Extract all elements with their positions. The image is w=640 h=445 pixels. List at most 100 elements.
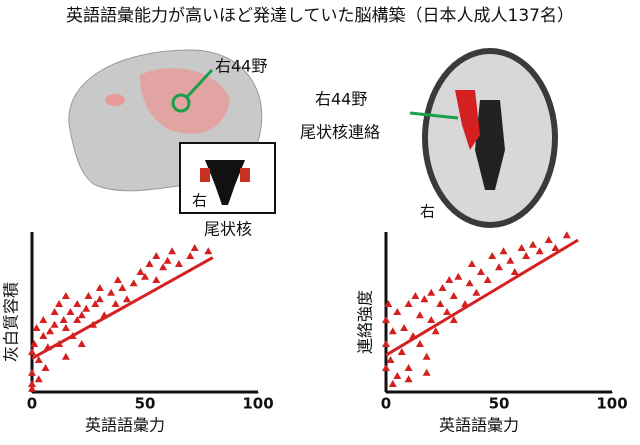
point <box>39 316 48 323</box>
point <box>204 247 213 255</box>
label: 尾状核 <box>204 220 252 239</box>
point <box>506 256 515 264</box>
x-axis-label: 英語語彙力 <box>439 416 519 435</box>
point <box>465 279 474 287</box>
point <box>420 295 429 303</box>
point <box>28 368 36 376</box>
point <box>476 268 485 275</box>
point <box>393 372 402 379</box>
point <box>510 268 519 275</box>
label: 尾状核連絡 <box>300 123 380 142</box>
point <box>382 340 390 347</box>
point <box>84 292 93 299</box>
point <box>397 348 406 355</box>
point <box>495 263 503 271</box>
x-tick-label: 50 <box>135 395 156 413</box>
point <box>382 316 390 323</box>
point <box>95 284 104 291</box>
y-axis-label: 連絡強度 <box>356 290 375 354</box>
point <box>118 284 127 291</box>
point <box>384 300 393 307</box>
point <box>122 295 131 303</box>
point <box>386 356 395 363</box>
point <box>39 332 48 339</box>
point <box>562 231 571 239</box>
point <box>404 375 413 383</box>
point <box>488 252 497 259</box>
point <box>438 284 447 291</box>
label: 右 <box>192 192 207 210</box>
point <box>411 292 420 299</box>
point <box>388 380 397 387</box>
title: 英語語彙能力が高いほど発達していた脳構築（日本人成人137名） <box>66 6 574 26</box>
point <box>82 304 91 312</box>
point <box>152 252 161 259</box>
point <box>107 288 116 296</box>
y-axis-label: 灰白質容積 <box>2 282 21 362</box>
point <box>382 364 390 371</box>
point <box>472 288 481 296</box>
point <box>34 356 43 363</box>
point <box>422 352 431 360</box>
point <box>544 236 553 243</box>
point <box>95 295 104 303</box>
point <box>168 247 177 255</box>
point <box>454 272 463 280</box>
point <box>404 364 413 371</box>
point <box>46 327 55 335</box>
point <box>388 327 397 335</box>
point <box>400 324 409 331</box>
label: 右44野 <box>215 57 267 76</box>
point <box>467 260 476 267</box>
point <box>152 276 161 283</box>
label: 右44野 <box>315 90 367 109</box>
point <box>445 276 454 283</box>
point <box>190 244 199 251</box>
point <box>422 368 431 376</box>
label: 右 <box>420 203 435 221</box>
point <box>129 279 138 287</box>
point <box>427 288 436 296</box>
point <box>436 300 445 307</box>
point <box>32 324 41 331</box>
point <box>66 308 75 315</box>
point <box>77 311 86 319</box>
point <box>517 244 526 251</box>
point <box>431 327 440 335</box>
brain-axial <box>422 48 558 228</box>
point <box>174 260 183 267</box>
point <box>163 256 172 264</box>
point <box>393 308 402 315</box>
point <box>528 240 537 248</box>
point <box>499 247 508 255</box>
brain-lateral <box>68 49 276 214</box>
point <box>61 292 70 299</box>
point <box>404 300 413 307</box>
point <box>415 340 424 347</box>
point <box>535 247 544 255</box>
point <box>30 340 39 347</box>
point <box>145 260 154 267</box>
point <box>28 384 36 392</box>
point <box>77 340 86 347</box>
point <box>113 276 122 283</box>
point <box>186 252 195 259</box>
point <box>73 300 82 307</box>
point <box>551 244 560 251</box>
point <box>141 272 149 280</box>
point <box>59 316 68 323</box>
point <box>91 300 100 307</box>
point <box>55 300 64 307</box>
point <box>483 276 492 283</box>
x-tick-label: 50 <box>489 395 510 413</box>
point <box>28 348 36 355</box>
point <box>443 308 452 315</box>
x-tick-label: 0 <box>27 395 37 413</box>
fit-line <box>385 238 579 357</box>
point <box>50 320 59 328</box>
point <box>522 252 531 259</box>
point <box>449 316 458 323</box>
fit-line <box>31 256 214 360</box>
point <box>34 375 43 383</box>
